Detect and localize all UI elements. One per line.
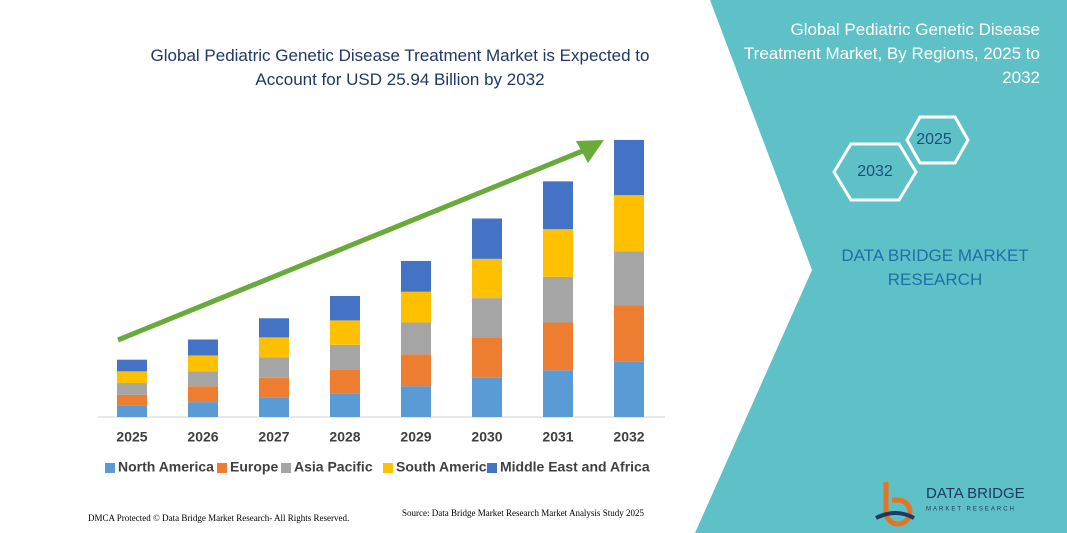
legend-label: Middle East and Africa: [500, 459, 650, 475]
side-panel: [695, 0, 1067, 533]
bar-segment: [401, 260, 431, 292]
bar-segment: [259, 337, 289, 358]
footer-left: DMCA Protected © Data Bridge Market Rese…: [88, 513, 349, 523]
bar-segment: [117, 359, 147, 372]
x-tick-label: 2027: [258, 429, 289, 445]
x-tick-label: 2030: [471, 429, 502, 445]
panel-title: Global Pediatric Genetic Disease Treatme…: [743, 20, 1040, 87]
bar-segment: [117, 394, 147, 406]
legend-swatch: [281, 463, 291, 473]
bar-segment: [472, 337, 502, 378]
bar-segment: [330, 320, 360, 345]
legend-label: Asia Pacific: [294, 459, 373, 475]
bar-segment: [117, 405, 147, 417]
hexagon: [832, 142, 918, 202]
bar-segment: [401, 386, 431, 417]
x-tick-label: 2029: [400, 429, 431, 445]
legend-label: Europe: [230, 459, 278, 475]
bar-segment: [614, 195, 644, 252]
logo-icon: [883, 482, 913, 527]
hexagon: [905, 115, 970, 165]
bar-segment: [188, 355, 218, 372]
bar-segment: [188, 371, 218, 387]
bar-segment: [330, 295, 360, 321]
x-tick-label: 2031: [542, 429, 573, 445]
x-tick-label: 2025: [116, 429, 147, 445]
bar-segment: [259, 318, 289, 338]
bar-segment: [401, 322, 431, 355]
chart-title: Global Pediatric Genetic Disease Treatme…: [150, 46, 650, 89]
bar-segment: [472, 258, 502, 299]
bar-segment: [117, 383, 147, 395]
bar-segment: [117, 371, 147, 384]
bar-segment: [543, 370, 573, 417]
legend-swatch: [105, 463, 115, 473]
bar-segment: [472, 298, 502, 338]
legend-swatch: [383, 463, 393, 473]
bar-segment: [543, 229, 573, 277]
bar-segment: [401, 354, 431, 387]
bar-segment: [472, 218, 502, 259]
x-tick-label: 2032: [613, 429, 644, 445]
bar-segment: [472, 377, 502, 417]
bar-segment: [543, 322, 573, 371]
bar-segment: [330, 393, 360, 417]
bar-segment: [330, 369, 360, 394]
bar-segment: [614, 251, 644, 306]
title-box: Global Pediatric Genetic Disease Treatme…: [150, 46, 650, 89]
hexagon-label: 2025: [916, 131, 952, 148]
trend-arrowhead: [576, 140, 604, 163]
logo: DATA BRIDGE MARKET RESEARCH: [875, 482, 1025, 527]
legend-swatch: [217, 463, 227, 473]
hexagon-label: 2032: [857, 163, 893, 180]
bar-segment: [330, 344, 360, 370]
panel-title-box: Global Pediatric Genetic Disease Treatme…: [743, 20, 1040, 87]
trend-arrow: [117, 147, 586, 343]
logo-swoosh: [875, 511, 915, 520]
bar-segment: [614, 139, 644, 196]
bar-segment: [543, 276, 573, 323]
bar-segment: [401, 291, 431, 323]
bar-segment: [259, 397, 289, 417]
footer-right: Source: Data Bridge Market Research Mark…: [402, 508, 644, 518]
x-tick-label: 2026: [187, 429, 218, 445]
bar-segment: [543, 181, 573, 230]
bar-segment: [259, 357, 289, 378]
brand-box: DATA BRIDGE MARKET RESEARCH: [841, 246, 1029, 289]
bar-segment: [188, 402, 218, 417]
panel-brand: DATA BRIDGE MARKET RESEARCH: [841, 246, 1029, 289]
bar-segment: [259, 377, 289, 398]
x-tick-label: 2028: [329, 429, 360, 445]
legend-label: North America: [118, 459, 214, 475]
bar-segment: [188, 339, 218, 356]
legend-label: South America: [396, 459, 494, 475]
logo-name: DATA BRIDGE: [926, 485, 1025, 502]
bar-segment: [614, 361, 644, 417]
legend-swatch: [487, 463, 497, 473]
logo-tagline: MARKET RESEARCH: [926, 507, 1016, 513]
bar-segment: [614, 305, 644, 362]
bar-segment: [188, 386, 218, 403]
